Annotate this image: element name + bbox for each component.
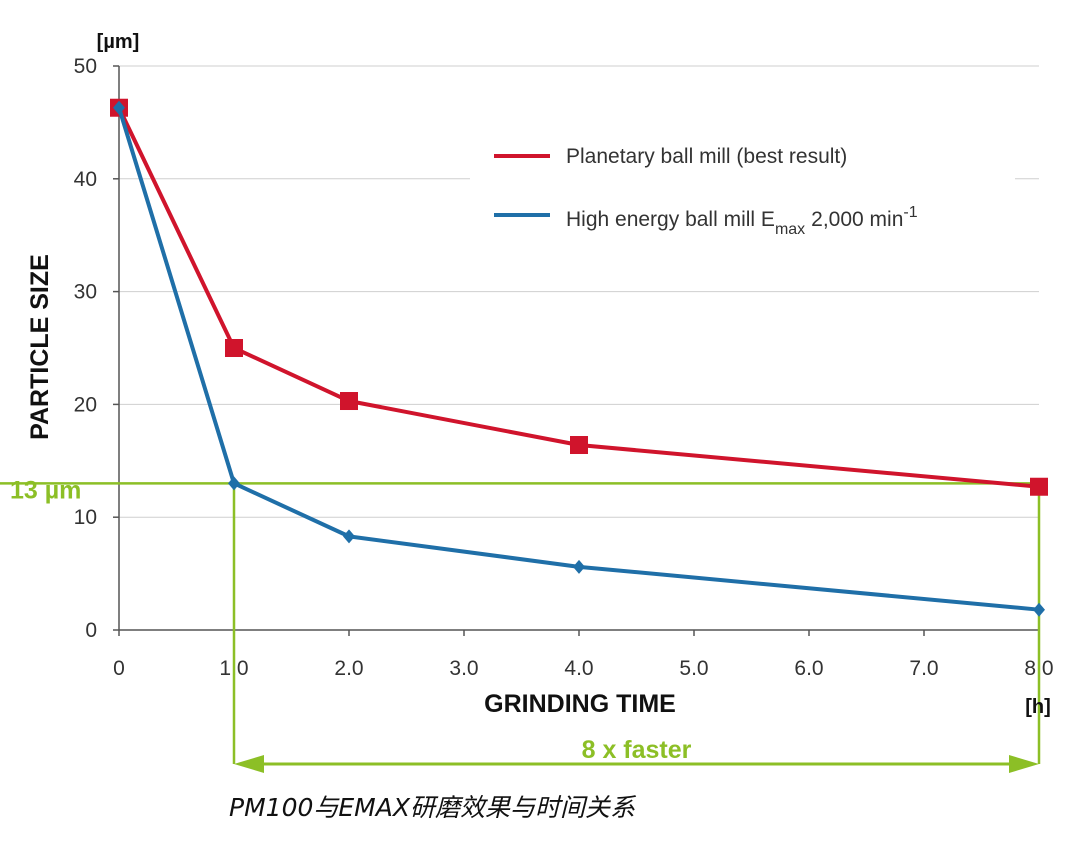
y-tick-label-10: 10 xyxy=(74,506,97,529)
x-tick-label-2.0: 2.0 xyxy=(334,657,363,680)
legend-label-high-energy: High energy ball mill Emax 2,000 min-1 xyxy=(566,204,918,238)
annotations: 13 µm 8 x faster xyxy=(0,476,1041,773)
legend-label-planetary: Planetary ball mill (best result) xyxy=(566,145,847,168)
series-0-point-2 xyxy=(340,392,358,411)
x-unit-label: [h] xyxy=(1025,696,1051,718)
y-unit-label: [µm] xyxy=(97,31,140,53)
series-layer xyxy=(110,98,1048,617)
legend-box xyxy=(470,126,1015,244)
span-arrow-right-head xyxy=(1009,755,1039,773)
level-label-13um: 13 µm xyxy=(10,476,81,504)
x-tick-label-7.0: 7.0 xyxy=(909,657,938,680)
x-tick-label-0: 0 xyxy=(113,657,125,680)
y-axis-title: PARTICLE SIZE xyxy=(26,254,54,440)
legend: Planetary ball mill (best result) High e… xyxy=(470,126,1015,244)
series-0-point-4 xyxy=(1030,477,1048,496)
y-tick-label-0: 0 xyxy=(85,619,97,642)
axis-labels: [µm] [h] GRINDING TIME PARTICLE SIZE PM1… xyxy=(26,31,1051,822)
x-axis-title: GRINDING TIME xyxy=(484,690,676,718)
series-1-point-2 xyxy=(343,529,355,544)
span-arrow-left-head xyxy=(234,755,264,773)
series-1-point-3 xyxy=(573,559,585,574)
span-label-faster: 8 x faster xyxy=(582,736,692,764)
series-1-point-0 xyxy=(113,100,125,115)
legend-label-high-energy-suffix: 2,000 min xyxy=(811,208,903,231)
series-1-point-4 xyxy=(1033,602,1045,617)
y-tick-label-20: 20 xyxy=(74,393,97,416)
y-tick-label-50: 50 xyxy=(74,55,97,78)
series-1-point-1 xyxy=(228,476,240,491)
y-tick-label-30: 30 xyxy=(74,281,97,304)
chart-caption: PM100与EMAX研磨效果与时间关系 xyxy=(229,793,637,822)
legend-label-high-energy-prefix: High energy ball mill E xyxy=(566,208,775,231)
x-tick-label-6.0: 6.0 xyxy=(794,657,823,680)
series-0-point-3 xyxy=(570,436,588,455)
legend-label-high-energy-sub: max xyxy=(775,221,805,238)
y-tick-label-40: 40 xyxy=(74,168,97,191)
x-tick-label-4.0: 4.0 xyxy=(564,657,593,680)
x-tick-label-3.0: 3.0 xyxy=(449,657,478,680)
legend-label-high-energy-sup: -1 xyxy=(903,204,917,221)
x-tick-label-5.0: 5.0 xyxy=(679,657,708,680)
series-0-point-1 xyxy=(225,339,243,357)
